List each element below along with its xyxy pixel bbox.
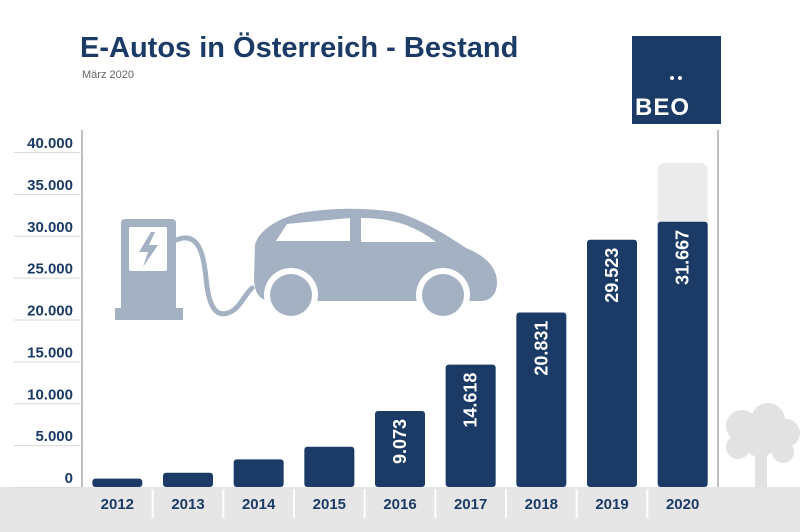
x-axis: 2012 2013 2014 2015 2016 2017 2018 2019 2020 bbox=[101, 489, 699, 518]
car-icon bbox=[254, 208, 497, 322]
bar-2013 bbox=[163, 472, 213, 487]
y-tick-label: 35.000 bbox=[27, 177, 73, 194]
data-label-2020: 31.667 bbox=[673, 230, 693, 285]
x-tick-label: 2012 bbox=[101, 496, 134, 513]
data-label-2016: 9.073 bbox=[390, 419, 410, 464]
bar-2016 bbox=[375, 411, 425, 487]
bar-2017 bbox=[445, 364, 496, 487]
page-subtitle: März 2020 bbox=[82, 69, 134, 81]
ground-strip bbox=[0, 487, 800, 532]
charging-station-icon bbox=[115, 219, 255, 320]
bar-2018 bbox=[516, 312, 567, 487]
y-tick-label: 10.000 bbox=[27, 386, 73, 403]
bar-2012 bbox=[92, 478, 143, 487]
x-tick-label: 2013 bbox=[171, 496, 204, 513]
y-tick-label: 40.000 bbox=[27, 135, 73, 152]
grid-lines bbox=[14, 130, 719, 488]
beo-logo: BEO bbox=[632, 36, 721, 124]
data-label-2019: 29.523 bbox=[602, 248, 622, 303]
x-tick-label: 2014 bbox=[242, 496, 276, 513]
y-tick-label: 30.000 bbox=[27, 219, 73, 236]
y-axis: 0 5.000 10.000 15.000 20.000 25.000 30.000 35.0… bbox=[27, 135, 73, 487]
data-label-2017: 14.618 bbox=[461, 373, 481, 428]
x-tick-label: 2018 bbox=[525, 496, 558, 513]
y-tick-label: 25.000 bbox=[27, 261, 73, 278]
logo-text: BEO bbox=[635, 94, 691, 121]
bars bbox=[92, 221, 708, 487]
page-title: E-Autos in Österreich - Bestand bbox=[80, 32, 519, 64]
x-tick-label: 2020 bbox=[666, 496, 699, 513]
bar-2015 bbox=[304, 446, 355, 487]
bar-2019 bbox=[587, 239, 637, 487]
bar-2014 bbox=[233, 459, 284, 487]
bar-2020 bbox=[657, 221, 708, 487]
x-tick-label: 2016 bbox=[383, 496, 416, 513]
x-tick-label: 2019 bbox=[595, 496, 628, 513]
x-tick-label: 2017 bbox=[454, 496, 487, 513]
y-tick-label: 5.000 bbox=[35, 428, 73, 445]
data-label-2018: 20.831 bbox=[531, 321, 551, 376]
tree-icon bbox=[726, 403, 800, 489]
y-tick-label: 20.000 bbox=[27, 303, 73, 320]
data-labels: 9.073 14.618 20.831 29.523 31.667 bbox=[390, 230, 693, 464]
y-tick-label: 15.000 bbox=[27, 344, 73, 361]
x-tick-label: 2015 bbox=[313, 496, 346, 513]
y-tick-label: 0 bbox=[65, 470, 73, 487]
beo-logo-icon bbox=[670, 76, 684, 81]
